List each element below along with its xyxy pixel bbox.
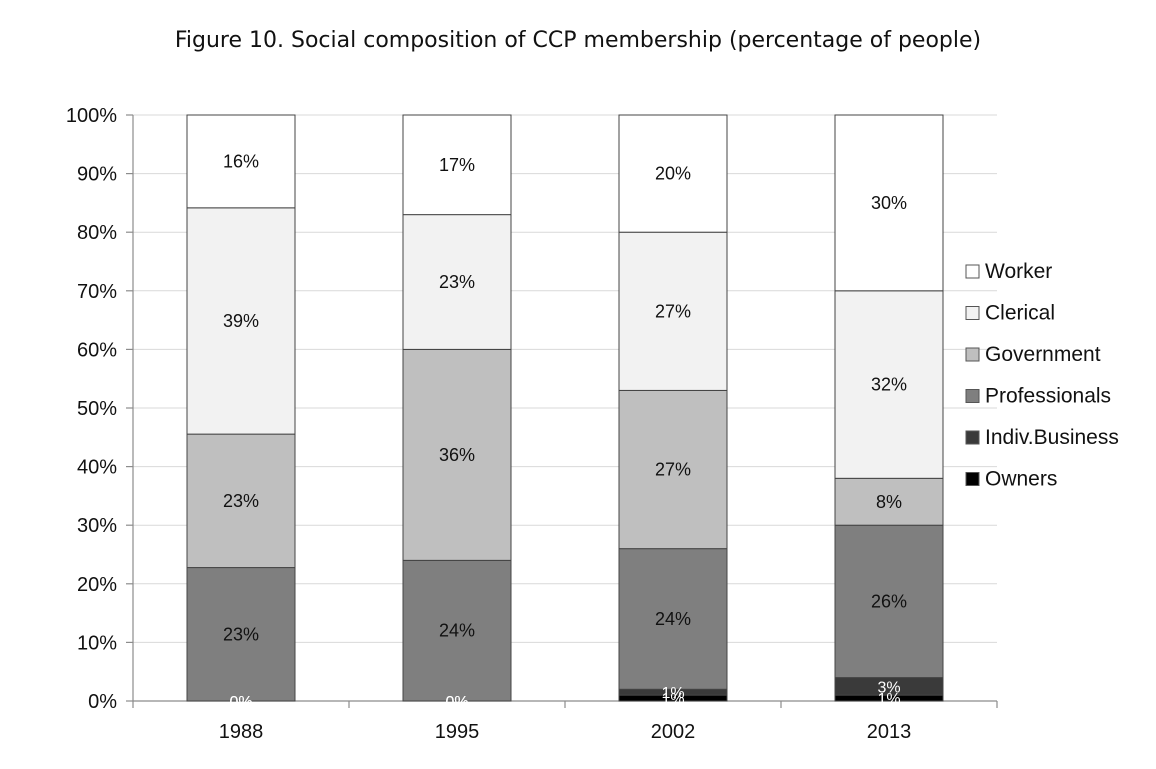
y-tick-label: 30% bbox=[77, 515, 117, 537]
bar-segment-worker bbox=[834, 114, 944, 292]
legend-label-government: Government bbox=[985, 343, 1101, 366]
y-tick-label: 80% bbox=[77, 222, 117, 244]
bar-segment-government bbox=[402, 348, 512, 561]
data-label-worker: 20% bbox=[655, 164, 691, 184]
data-label-indiv-business: 3% bbox=[877, 679, 900, 696]
bar-segment-clerical bbox=[618, 231, 728, 391]
legend-swatch-government bbox=[965, 347, 980, 362]
data-label-clerical: 23% bbox=[439, 272, 475, 292]
legend-swatch-owners bbox=[965, 472, 980, 486]
y-tick-label: 70% bbox=[77, 281, 117, 303]
y-tick-label: 20% bbox=[77, 574, 117, 596]
bar-segment-professionals bbox=[834, 524, 944, 679]
data-labels: 0%0%23%23%39%16%0%0%24%36%23%17%1%1%24%2… bbox=[223, 151, 907, 711]
data-label-professionals: 26% bbox=[871, 591, 907, 611]
y-tick-label: 50% bbox=[77, 398, 117, 420]
data-label-government: 36% bbox=[439, 445, 475, 465]
y-tick-label: 90% bbox=[77, 164, 117, 186]
data-label-government: 27% bbox=[655, 460, 691, 480]
bar-segment-government bbox=[618, 389, 728, 550]
data-label-government: 8% bbox=[876, 492, 902, 512]
data-label-owners: 1% bbox=[661, 691, 684, 708]
bar-segment-professionals bbox=[618, 548, 728, 690]
y-tick-label: 0% bbox=[88, 691, 117, 713]
legend-label-professionals: Professionals bbox=[985, 385, 1111, 408]
data-label-owners: 1% bbox=[877, 691, 900, 708]
y-tick-label: 60% bbox=[77, 339, 117, 361]
legend-label-clerical: Clerical bbox=[985, 302, 1055, 325]
bar-segment-professionals bbox=[186, 567, 296, 702]
data-label-professionals: 23% bbox=[223, 624, 259, 644]
data-label-worker: 30% bbox=[871, 193, 907, 213]
bars bbox=[186, 114, 944, 702]
y-tick-label: 100% bbox=[66, 105, 117, 127]
x-tick-label: 1995 bbox=[435, 721, 480, 743]
data-label-owners: 0% bbox=[229, 694, 252, 711]
x-tick-label: 2002 bbox=[651, 721, 696, 743]
legend-label-owners: Owners bbox=[985, 468, 1057, 491]
data-label-indiv-business: 0% bbox=[229, 694, 252, 711]
bar-segment-clerical bbox=[186, 207, 296, 435]
data-label-government: 23% bbox=[223, 491, 259, 511]
legend-label-worker: Worker bbox=[985, 260, 1052, 283]
bar-segment-worker bbox=[618, 114, 728, 233]
legend-swatch-worker bbox=[965, 264, 980, 279]
bar-segment-professionals bbox=[402, 559, 512, 702]
data-label-professionals: 24% bbox=[439, 621, 475, 641]
legend-label-indiv-business: Indiv.Business bbox=[985, 426, 1119, 449]
bar-segment-clerical bbox=[834, 290, 944, 479]
data-label-clerical: 32% bbox=[871, 375, 907, 395]
legend-swatch-professionals bbox=[965, 389, 980, 403]
data-label-clerical: 39% bbox=[223, 311, 259, 331]
data-label-worker: 17% bbox=[439, 155, 475, 175]
bar-segment-worker bbox=[402, 114, 512, 216]
x-tick-label: 2013 bbox=[867, 721, 912, 743]
data-label-worker: 16% bbox=[223, 151, 259, 171]
data-label-indiv-business: 0% bbox=[445, 694, 468, 711]
bar-segment-government bbox=[186, 433, 296, 569]
data-label-clerical: 27% bbox=[655, 301, 691, 321]
legend-swatch-clerical bbox=[965, 306, 980, 320]
legend: Worker Clerical Government Professionals Ind… bbox=[965, 260, 1119, 491]
data-label-indiv-business: 1% bbox=[661, 685, 684, 702]
axes: 0% 10% 20% 30% 40% 50% 60% 70% 80% 90% 100% 1988 199… bbox=[66, 105, 998, 743]
y-tick-label: 10% bbox=[77, 632, 117, 654]
bar-segment-government bbox=[834, 477, 944, 526]
bar-segment-clerical bbox=[402, 214, 512, 350]
data-label-owners: 0% bbox=[445, 694, 468, 711]
legend-swatch-indiv-business bbox=[965, 430, 980, 445]
bar-segment-worker bbox=[186, 114, 296, 209]
x-tick-label: 1988 bbox=[219, 721, 264, 743]
data-label-professionals: 24% bbox=[655, 609, 691, 629]
y-tick-label: 40% bbox=[77, 457, 117, 479]
chart-title: Figure 10. Social composition of CCP mem… bbox=[174, 28, 982, 53]
